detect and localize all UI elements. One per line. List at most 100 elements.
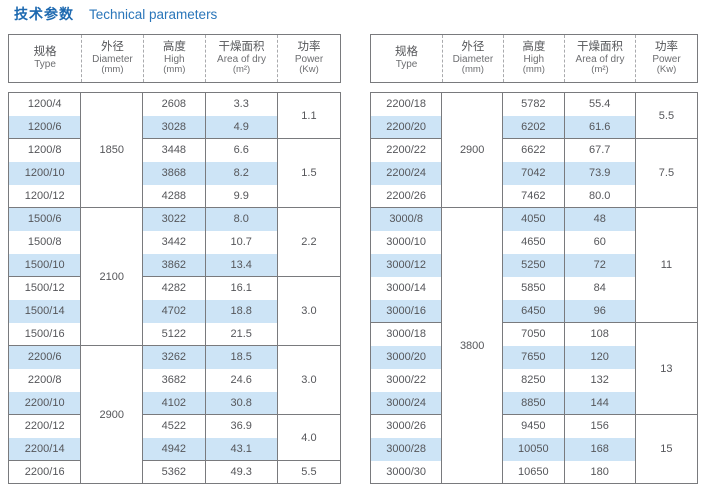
high-cell: 7050: [502, 322, 565, 346]
type-cell: 1200/10: [7, 161, 82, 185]
column-header-high-unit: (mm): [522, 64, 545, 76]
area-cell: 9.9: [204, 184, 278, 208]
column-header-diameter-en: Diameter: [452, 53, 494, 65]
table-row: 3000/18 7050 108 13: [369, 322, 699, 415]
column-header-high-en: High: [164, 53, 185, 65]
column-header-diameter-zh: 外径: [461, 40, 485, 53]
type-cell: 3000/12: [369, 253, 443, 277]
type-cell: 1500/14: [7, 299, 82, 323]
area-cell: 72: [563, 253, 636, 277]
column-header-diameter-en: Diameter: [92, 53, 133, 65]
column-header-type-en: Type: [34, 59, 56, 71]
high-cell: 6450: [502, 299, 565, 323]
high-cell: 8850: [502, 391, 565, 415]
column-header-power-unit: (Kw): [656, 64, 677, 76]
type-cell: 2200/20: [369, 115, 443, 139]
high-cell: 5782: [502, 92, 565, 116]
area-cell: 144: [563, 391, 636, 415]
right-table-header: 规格 Type 外径 Diameter (mm) 高度 High (mm) 干燥…: [370, 34, 698, 83]
table-row: 3000/22 8250 132: [369, 368, 698, 392]
high-cell: 3262: [142, 345, 206, 369]
column-header-area-zh: 干燥面积: [218, 40, 265, 53]
high-cell: 4288: [142, 184, 206, 208]
area-cell: 60: [563, 230, 636, 254]
left-table-body: 1200/4 1850 2608 3.3 1.1 1200/6 3028 4.9 1200/8 3…: [7, 92, 342, 484]
table-row: 1500/12 4282 16.1 3.0: [7, 276, 342, 346]
type-cell: 1500/6: [7, 207, 82, 231]
table-row: 2200/6 2900 3262 18.5 3.0: [7, 345, 342, 484]
area-cell: 84: [563, 276, 636, 300]
area-cell: 36.9: [204, 414, 278, 438]
column-header-area: 干燥面积 Area of dry (m²): [204, 35, 277, 82]
type-cell: 2200/16: [7, 460, 82, 484]
column-header-power: 功率 Power (Kw): [277, 35, 340, 82]
type-cell: 1200/6: [7, 115, 82, 139]
table-row: 2200/12 4522 36.9 4.0: [7, 414, 342, 461]
power-cell: 11: [634, 207, 699, 323]
diameter-cell: 3800: [441, 207, 504, 484]
table-row: 1200/8 3448 6.6 1.5: [7, 138, 342, 208]
column-header-diameter-unit: (mm): [101, 64, 124, 76]
area-cell: 55.4: [563, 92, 636, 116]
column-header-type: 规格 Type: [371, 35, 442, 82]
table-row: 3000/12 5250 72: [369, 253, 698, 277]
area-cell: 48: [563, 207, 636, 231]
high-cell: 3028: [142, 115, 206, 139]
table-row: 3000/14 5850 84: [369, 276, 698, 300]
high-cell: 4050: [502, 207, 565, 231]
column-header-area-unit: (m²): [591, 64, 609, 76]
table-row: 3000/10 4650 60: [369, 230, 698, 254]
column-header-power-unit: (Kw): [299, 64, 319, 76]
type-cell: 2200/18: [369, 92, 443, 116]
table-row: 3000/24 8850 144: [369, 391, 698, 415]
table-row: 2200/22 6622 67.7 7.5: [369, 138, 699, 208]
high-cell: 4702: [142, 299, 206, 323]
table-row: 2200/26 7462 80.0: [369, 184, 698, 208]
high-cell: 3448: [142, 138, 206, 162]
column-header-diameter: 外径 Diameter (mm): [81, 35, 143, 82]
column-header-type-zh: 规格: [395, 46, 419, 59]
table-row: 1500/6 2100 3022 8.0 2.2: [7, 207, 342, 346]
area-cell: 67.7: [563, 138, 636, 162]
high-cell: 3022: [142, 207, 206, 231]
high-cell: 10650: [502, 460, 565, 484]
table-row: 2200/10 4102 30.8: [7, 391, 341, 415]
table-row: 3000/20 7650 120: [369, 345, 698, 369]
table-row: 1500/14 4702 18.8: [7, 299, 341, 323]
area-cell: 61.6: [563, 115, 636, 139]
high-cell: 2608: [142, 92, 206, 116]
type-cell: 3000/22: [369, 368, 443, 392]
column-header-area-zh: 干燥面积: [577, 40, 623, 53]
table-row: 3000/16 6450 96: [369, 299, 698, 323]
column-header-power-en: Power: [294, 53, 324, 65]
area-cell: 168: [563, 437, 636, 461]
column-header-high-unit: (mm): [163, 64, 186, 76]
type-cell: 1500/8: [7, 230, 82, 254]
left-table-header: 规格 Type 外径 Diameter (mm) 高度 High (mm) 干燥…: [8, 34, 341, 83]
column-header-area-en: Area of dry: [217, 53, 266, 65]
high-cell: 7650: [502, 345, 565, 369]
type-cell: 2200/6: [7, 345, 82, 369]
area-cell: 21.5: [204, 322, 278, 346]
type-cell: 3000/26: [369, 414, 443, 438]
type-cell: 1500/12: [7, 276, 82, 300]
high-cell: 8250: [502, 368, 565, 392]
high-cell: 3442: [142, 230, 206, 254]
table-row: 1500/8 3442 10.7: [7, 230, 341, 254]
high-cell: 5850: [502, 276, 565, 300]
type-cell: 2200/10: [7, 391, 82, 415]
area-cell: 3.3: [204, 92, 278, 116]
table-row: 2200/24 7042 73.9: [369, 161, 698, 185]
table-row: 2200/18 2900 5782 55.4 5.5: [369, 92, 699, 208]
type-cell: 1500/10: [7, 253, 82, 277]
area-cell: 49.3: [204, 460, 278, 484]
power-cell: 4.0: [276, 414, 342, 461]
type-cell: 2200/26: [369, 184, 443, 208]
area-cell: 8.2: [204, 161, 278, 185]
table-row: 3000/8 3800 4050 48 11: [369, 207, 699, 484]
power-cell: 3.0: [276, 276, 342, 346]
area-cell: 120: [563, 345, 636, 369]
type-cell: 1200/8: [7, 138, 82, 162]
column-header-high: 高度 High (mm): [502, 35, 564, 82]
type-cell: 3000/10: [369, 230, 443, 254]
